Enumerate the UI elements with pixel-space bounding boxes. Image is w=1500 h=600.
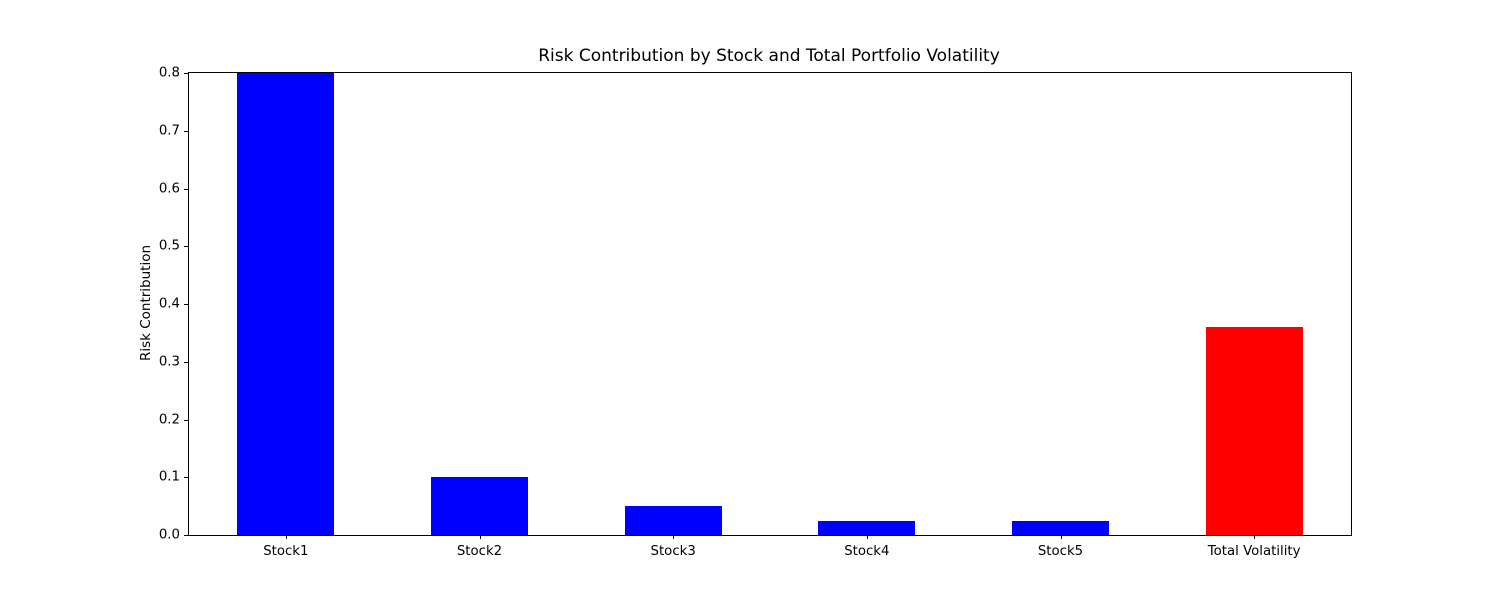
y-tick-label-0.0: 0.0 [158,527,180,543]
x-tick-mark-total-volatility [1254,535,1256,539]
bar-stock4 [818,520,916,535]
y-tick-label-0.3: 0.3 [158,354,180,370]
x-tick-label-stock3: Stock3 [650,544,696,559]
y-tick-label-0.6: 0.6 [158,181,180,196]
x-tick-mark-stock2 [479,535,481,539]
y-tick-mark-0.8 [184,73,188,74]
x-tick-mark-stock1 [285,535,287,539]
bar-stock1 [237,73,335,535]
y-tick-mark-0.3 [184,361,188,363]
y-tick-mark-0.7 [184,130,188,132]
bar-total-volatility [1205,327,1303,535]
x-tick-label-total-volatility: Total Volatility [1207,544,1301,559]
y-tick-label-0.8: 0.8 [158,65,180,81]
y-tick-mark-0.2 [184,419,188,421]
x-tick-label-stock4: Stock4 [844,544,890,559]
x-tick-label-stock5: Stock5 [1037,544,1084,559]
y-tick-label-0.2: 0.2 [158,412,180,427]
plot-area: Stock1 Stock2 Stock3 Stock4 Stock5 Total Vola… [159,66,1352,559]
y-axis-title: Risk Contribution [138,244,154,362]
x-tick-mark-stock3 [673,535,675,539]
y-tick-label-0.5: 0.5 [158,238,180,254]
x-tick-mark-stock5 [1060,535,1062,539]
bar-stock3 [624,506,722,535]
y-tick-label-0.4: 0.4 [158,296,180,312]
bar-stock2 [431,477,528,535]
y-tick-mark-0.5 [184,246,188,248]
y-tick-mark-0.4 [184,304,188,305]
y-tick-label-0.1: 0.1 [158,469,180,485]
x-tick-mark-stock4 [866,535,868,539]
x-tick-label-stock1: Stock1 [263,544,309,559]
y-tick-mark-0.6 [184,188,188,190]
x-tick-label-stock2: Stock2 [456,544,503,559]
y-tick-mark-0.0 [184,535,188,536]
bar-stock5 [1012,520,1109,535]
y-tick-label-0.7: 0.7 [158,123,180,139]
chart-title: Risk Contribution by Stock and Total Por… [538,46,1000,66]
y-tick-mark-0.1 [184,477,188,479]
